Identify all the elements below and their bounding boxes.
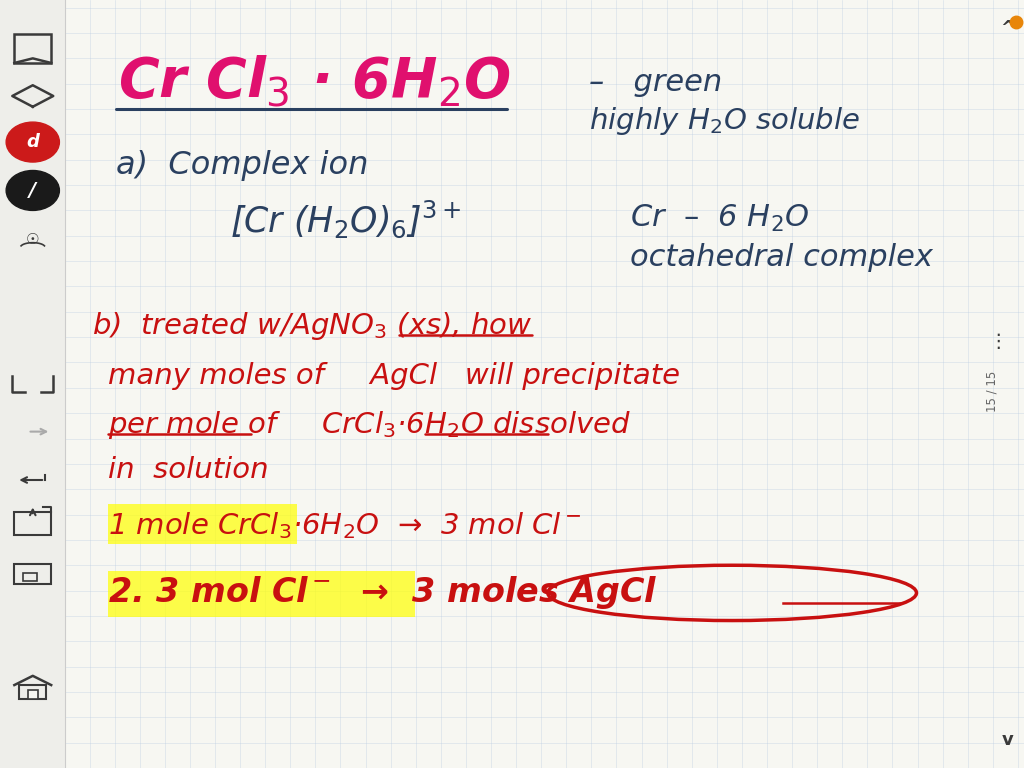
Text: b)  treated w/AgNO$_3$ (xs), how: b) treated w/AgNO$_3$ (xs), how [92,310,532,343]
Bar [108,504,297,544]
Bar [23,573,37,581]
Text: /: / [30,181,36,200]
Text: 1 mole CrCl$_3$·6H$_2$O  →  3 mol Cl$^-$: 1 mole CrCl$_3$·6H$_2$O → 3 mol Cl$^-$ [108,511,581,541]
Bar [108,571,415,617]
Text: Cr  –  6 H$_2$O: Cr – 6 H$_2$O [630,204,809,234]
Circle shape [6,170,59,210]
Bar [19,685,46,699]
Bar [14,564,51,584]
Bar [28,690,38,699]
Bar [14,34,51,63]
Text: 2. 3 mol Cl$^-$  →  3 moles AgCl: 2. 3 mol Cl$^-$ → 3 moles AgCl [108,574,657,611]
Text: d: d [27,133,39,151]
Bar [0,0,65,768]
Text: in  solution: in solution [108,456,268,484]
Text: v: v [1001,731,1014,750]
Text: per mole of     CrCl$_3$·6H$_2$O dissolved: per mole of CrCl$_3$·6H$_2$O dissolved [108,409,631,441]
Bar [14,512,51,535]
Text: octahedral complex: octahedral complex [630,243,933,272]
Circle shape [6,122,59,162]
Text: many moles of     AgCl   will precipitate: many moles of AgCl will precipitate [108,362,680,390]
Text: a)  Complex ion: a) Complex ion [116,150,368,180]
Text: [Cr (H$_2$O)$_6$]$^{3+}$: [Cr (H$_2$O)$_6$]$^{3+}$ [230,198,462,240]
Text: ^: ^ [1000,18,1015,37]
Text: ☉: ☉ [26,232,40,247]
Text: –   green: – green [589,68,722,97]
Text: highly H$_2$O soluble: highly H$_2$O soluble [589,104,860,137]
Text: 15 / 15: 15 / 15 [986,371,998,412]
Text: Cr Cl$_3$ · 6H$_2$O: Cr Cl$_3$ · 6H$_2$O [118,55,510,110]
Text: ⋮: ⋮ [988,333,1009,351]
